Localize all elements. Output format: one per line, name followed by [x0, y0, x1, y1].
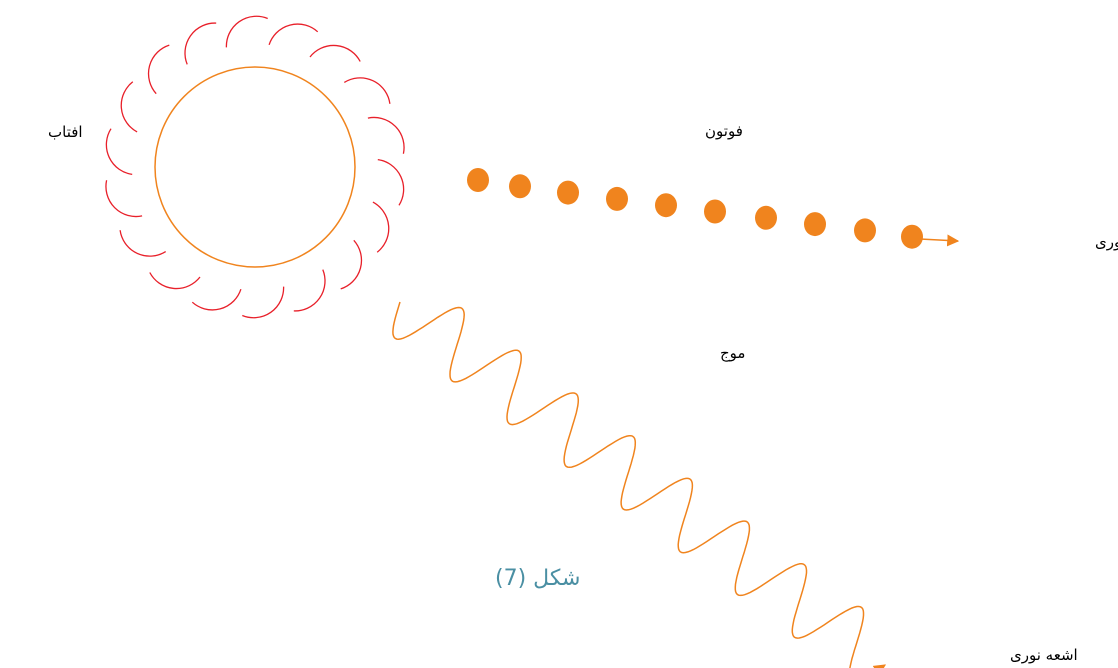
page: افتاب فوتون اشعه نوری موج اشعه نوری شکل … [0, 0, 1118, 668]
ray [120, 230, 166, 256]
photon [557, 181, 579, 205]
photon-label: فوتون [705, 122, 743, 140]
ray [150, 273, 200, 289]
photons [467, 168, 923, 249]
photon [509, 174, 531, 198]
photon [901, 225, 923, 249]
wave [393, 302, 885, 668]
ray [242, 287, 283, 318]
ray [106, 180, 142, 216]
caption: شکل (7) [495, 566, 580, 591]
ray [373, 202, 389, 252]
ray [310, 45, 360, 61]
diagram: افتاب فوتون اشعه نوری موج اشعه نوری شکل … [0, 0, 1118, 668]
photon-arrow [920, 239, 958, 241]
sun-rays [106, 16, 404, 317]
ray [185, 23, 216, 64]
wave-label: موج [720, 344, 745, 363]
photon [655, 193, 677, 217]
ray [192, 289, 241, 310]
sun [155, 67, 355, 267]
ray [121, 82, 137, 132]
sun-label: افتاب [48, 123, 83, 141]
photon [755, 206, 777, 230]
ray [106, 129, 132, 175]
ray [368, 117, 404, 153]
ray [378, 160, 404, 206]
ray [269, 24, 318, 45]
photon [467, 168, 489, 192]
photon [704, 200, 726, 224]
ray [149, 45, 170, 94]
ray [226, 16, 267, 47]
photon [804, 212, 826, 236]
photon [606, 187, 628, 211]
ray-label: اشعه نوری [1095, 233, 1118, 251]
ray [341, 240, 362, 289]
ray [294, 270, 325, 311]
ray [344, 78, 390, 104]
ray-label: اشعه نوری [1010, 646, 1078, 664]
photon [854, 218, 876, 242]
